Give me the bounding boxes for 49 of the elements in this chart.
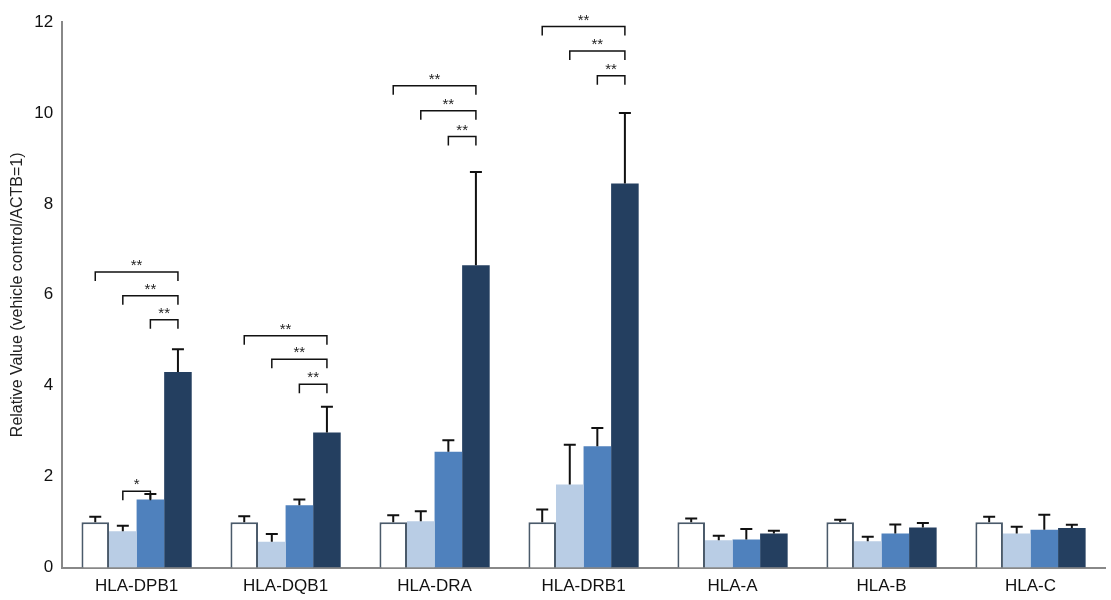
bar xyxy=(760,533,788,568)
y-tick-label: 4 xyxy=(43,375,54,395)
annotation: ** xyxy=(158,303,171,321)
annotation: ** xyxy=(279,319,292,337)
y-tick-label: 0 xyxy=(43,557,54,577)
annotation: ** xyxy=(442,94,455,112)
bar xyxy=(732,539,761,568)
annotation: ** xyxy=(307,368,320,386)
bar xyxy=(258,541,286,568)
bar xyxy=(909,527,937,568)
x-tick-label: HLA-DRA xyxy=(397,576,473,596)
y-tick-label: 12 xyxy=(34,11,54,31)
y-tick-label: 2 xyxy=(43,466,54,486)
y-tick-label: 8 xyxy=(43,193,54,213)
annotation: ** xyxy=(144,279,157,297)
bar xyxy=(555,484,584,568)
annotation: ** xyxy=(130,256,143,274)
annotation: ** xyxy=(428,69,441,87)
bar xyxy=(462,265,490,568)
x-tick-label: HLA-DRB1 xyxy=(541,576,626,596)
x-tick-label: HLA-A xyxy=(707,576,759,596)
x-tick-label: HLA-B xyxy=(856,576,907,596)
bar xyxy=(164,372,192,568)
bar xyxy=(583,446,612,568)
annotation: * xyxy=(133,475,140,493)
bar xyxy=(434,451,463,568)
y-tick-label: 10 xyxy=(34,102,54,122)
bar xyxy=(853,541,882,568)
bar xyxy=(1058,528,1086,568)
bar xyxy=(881,533,910,568)
annotation: ** xyxy=(456,120,469,138)
y-tick-label: 6 xyxy=(43,284,54,304)
annotation: ** xyxy=(577,10,590,28)
x-tick-label: HLA-DQB1 xyxy=(243,576,329,596)
bar xyxy=(407,521,435,568)
x-tick-label: HLA-C xyxy=(1005,576,1057,596)
bar xyxy=(109,531,137,568)
bar xyxy=(313,432,341,568)
bar xyxy=(611,183,639,568)
y-axis-title: Relative Value (vehicle control/ACTB=1) xyxy=(8,152,26,438)
annotation: ** xyxy=(591,35,604,53)
annotation: ** xyxy=(605,59,618,77)
bar xyxy=(136,499,165,568)
bar xyxy=(1030,529,1059,568)
x-tick-label: HLA-DPB1 xyxy=(95,576,179,596)
bar xyxy=(1002,533,1031,568)
annotation: ** xyxy=(293,343,306,361)
bar xyxy=(285,505,314,568)
bar xyxy=(704,540,733,568)
